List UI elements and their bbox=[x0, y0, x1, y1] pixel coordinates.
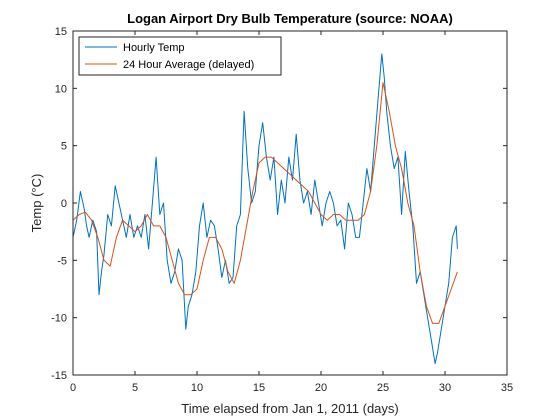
legend-label-hourly: Hourly Temp bbox=[123, 42, 185, 54]
x-tick-label: 10 bbox=[191, 382, 203, 394]
y-axis-ticks: 15 10 5 0 -5 -10 -15 bbox=[51, 26, 507, 382]
chart-title: Logan Airport Dry Bulb Temperature (sour… bbox=[127, 11, 453, 26]
x-tick-label: 20 bbox=[315, 382, 327, 394]
y-tick-label: 15 bbox=[55, 26, 67, 38]
y-tick-label: -5 bbox=[57, 255, 67, 267]
y-axis-label: Temp (°C) bbox=[29, 174, 44, 233]
series-layer bbox=[72, 53, 458, 364]
series-line-1 bbox=[72, 82, 458, 324]
legend-label-average: 24 Hour Average (delayed) bbox=[123, 59, 254, 71]
legend-box bbox=[78, 36, 282, 76]
x-tick-label: 35 bbox=[501, 382, 513, 394]
x-axis-label: Time elapsed from Jan 1, 2011 (days) bbox=[181, 401, 399, 416]
y-tick-label: 10 bbox=[55, 83, 67, 95]
x-axis-ticks: 0 5 10 15 20 25 30 35 bbox=[70, 31, 513, 394]
x-tick-label: 0 bbox=[70, 382, 76, 394]
y-tick-label: -10 bbox=[51, 313, 67, 325]
y-tick-label: 5 bbox=[61, 141, 67, 153]
y-tick-label: -15 bbox=[51, 370, 67, 382]
x-tick-label: 5 bbox=[132, 382, 138, 394]
legend: Hourly Temp 24 Hour Average (delayed) bbox=[78, 36, 282, 76]
x-tick-label: 25 bbox=[377, 382, 389, 394]
x-tick-label: 15 bbox=[253, 382, 265, 394]
series-line-0 bbox=[72, 53, 458, 364]
y-tick-label: 0 bbox=[61, 198, 67, 210]
x-tick-label: 30 bbox=[439, 382, 451, 394]
